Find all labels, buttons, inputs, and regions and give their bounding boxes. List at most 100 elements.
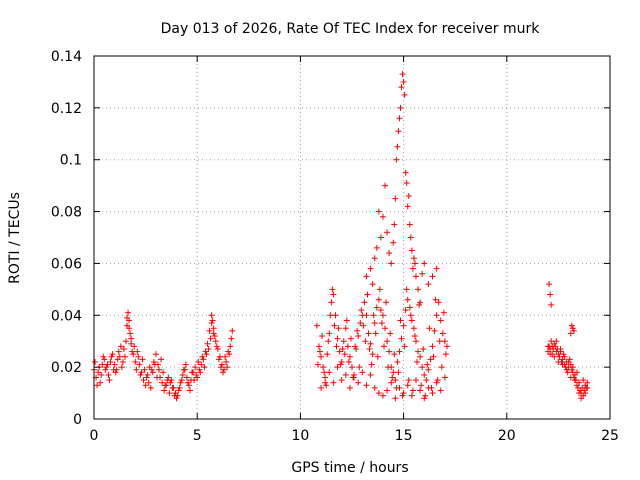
data-point: [137, 371, 144, 378]
data-point: [194, 374, 201, 381]
data-point: [328, 299, 335, 306]
data-point: [119, 358, 126, 365]
data-point: [319, 333, 326, 340]
data-point: [227, 343, 234, 350]
data-point: [547, 291, 554, 298]
data-point: [353, 345, 360, 352]
data-point: [351, 374, 358, 381]
data-point: [380, 343, 387, 350]
data-point: [410, 325, 417, 332]
data-point: [570, 327, 577, 334]
data-point: [369, 281, 376, 288]
data-point: [111, 361, 118, 368]
data-point: [399, 71, 406, 78]
x-axis-label: GPS time / hours: [291, 460, 408, 476]
data-point: [363, 382, 370, 389]
data-point: [406, 304, 413, 311]
data-point: [407, 234, 414, 241]
data-point: [414, 358, 421, 365]
data-point: [372, 330, 379, 337]
data-point: [120, 345, 127, 352]
data-point: [318, 384, 325, 391]
data-point: [412, 338, 419, 345]
data-point: [417, 387, 424, 394]
data-point: [437, 317, 444, 324]
data-point: [116, 353, 123, 360]
data-point: [407, 312, 414, 319]
data-point: [320, 364, 327, 371]
data-point: [441, 374, 448, 381]
data-point: [403, 286, 410, 293]
data-point: [548, 301, 555, 308]
data-point: [367, 371, 374, 378]
y-tick-label: 0.1: [60, 153, 82, 169]
data-point: [216, 353, 223, 360]
data-point: [390, 239, 397, 246]
data-point: [440, 309, 447, 316]
data-point: [419, 364, 426, 371]
data-point: [145, 379, 152, 386]
data-point: [318, 353, 325, 360]
data-point: [152, 351, 159, 358]
data-point: [98, 371, 105, 378]
data-point: [438, 364, 445, 371]
data-point: [161, 387, 168, 394]
data-point: [383, 299, 390, 306]
data-point: [218, 361, 225, 368]
data-point: [356, 364, 363, 371]
data-point: [92, 358, 99, 365]
data-point: [149, 369, 156, 376]
data-point: [94, 382, 101, 389]
data-point: [325, 338, 332, 345]
data-point: [422, 392, 429, 399]
data-point: [131, 343, 138, 350]
data-point: [404, 203, 411, 210]
data-point: [398, 335, 405, 342]
y-axis-label: ROTI / TECUs: [7, 192, 23, 284]
data-point: [330, 379, 337, 386]
data-point: [333, 343, 340, 350]
data-point: [439, 330, 446, 337]
data-point: [206, 327, 213, 334]
data-point: [344, 343, 351, 350]
data-point: [334, 364, 341, 371]
data-point: [443, 343, 450, 350]
data-point: [409, 265, 416, 272]
data-point: [201, 364, 208, 371]
data-point: [192, 364, 199, 371]
data-point: [431, 327, 438, 334]
data-point: [433, 265, 440, 272]
y-tick-label: 0.04: [51, 308, 82, 324]
data-point: [429, 273, 436, 280]
data-point: [576, 390, 583, 397]
data-point: [564, 369, 571, 376]
data-point: [368, 361, 375, 368]
data-point: [396, 348, 403, 355]
data-point: [402, 169, 409, 176]
data-point: [379, 213, 386, 220]
data-point: [379, 392, 386, 399]
plot-frame: [93, 55, 611, 420]
data-point: [375, 296, 382, 303]
data-point: [427, 356, 434, 363]
data-point: [573, 369, 580, 376]
data-point: [369, 351, 376, 358]
data-point: [326, 330, 333, 337]
data-point: [435, 299, 442, 306]
data-point: [223, 358, 230, 365]
data-point: [103, 364, 110, 371]
data-point: [183, 374, 190, 381]
data-point: [97, 379, 104, 386]
data-point: [386, 250, 393, 257]
data-point: [374, 353, 381, 360]
data-point: [399, 392, 406, 399]
data-point: [323, 382, 330, 389]
data-point: [371, 384, 378, 391]
data-point: [360, 322, 367, 329]
data-point: [382, 182, 389, 189]
data-point: [314, 361, 321, 368]
data-point: [186, 387, 193, 394]
data-point: [173, 395, 180, 402]
data-point: [105, 371, 112, 378]
data-point: [434, 377, 441, 384]
